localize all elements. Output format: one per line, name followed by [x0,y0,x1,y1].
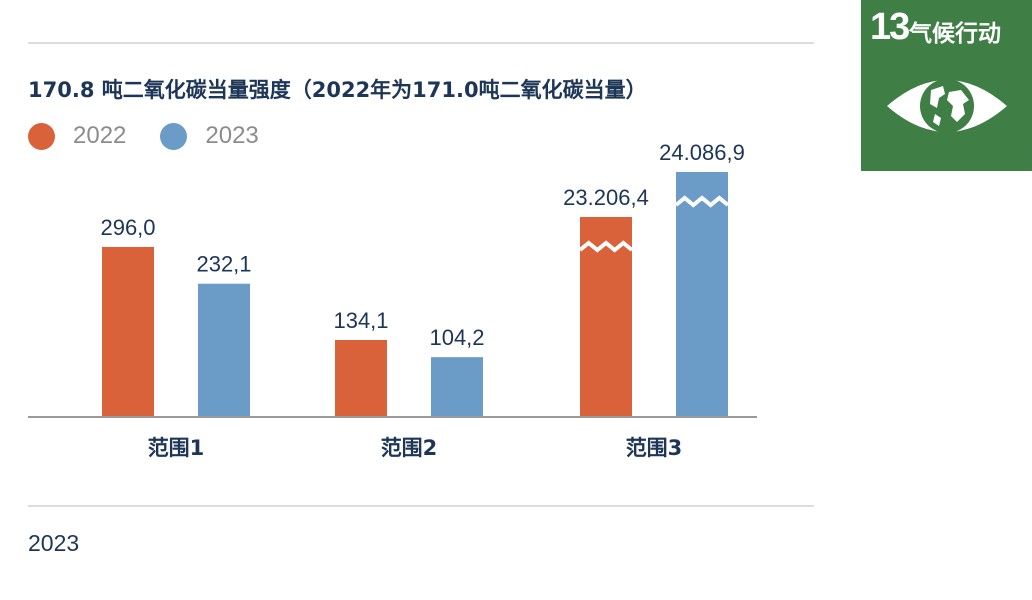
category-label-2: 范围2 [381,436,438,460]
bar-2022-2 [335,339,387,417]
category-label-3: 范围3 [626,436,683,460]
sdg-title: 气候行动 [909,21,1001,47]
legend-swatch-2023 [160,122,188,150]
data-label-2022-1: 296,0 [100,215,155,240]
legend-item-2022: 2022 [28,122,126,150]
bar-2022-1 [102,247,154,417]
bar-chart: 296,0 232,1 范围1 134,1 104,2 范围2 23.206,4 24.086… [28,140,757,460]
legend-item-2023: 2023 [160,122,259,150]
bar-2022-3 [580,217,632,417]
top-divider [28,42,814,44]
chart-legend: 2022 2023 [28,120,293,152]
axis-break-mark [674,195,730,208]
sdg-badge: 13 气候行动 [861,0,1032,171]
sdg-number: 13 [870,6,910,48]
bar-2023-2 [431,357,483,417]
data-label-2022-3: 23.206,4 [563,185,649,210]
chart-title: 170.8 吨二氧化碳当量强度（2022年为171.0吨二氧化碳当量） [28,78,647,102]
legend-label-2022: 2022 [73,122,127,149]
bar-2023-1 [198,283,250,417]
category-label-1: 范围1 [148,436,205,460]
axis-break-mark [578,240,634,253]
legend-swatch-2022 [28,122,55,150]
legend-label-2023: 2023 [205,122,259,149]
footer-year: 2023 [28,530,80,556]
data-label-2023-1: 232,1 [196,252,251,277]
eye-globe-icon [887,79,1007,133]
data-label-2022-2: 134,1 [333,308,388,333]
data-label-2023-3: 24.086,9 [659,140,745,165]
bottom-divider [28,505,814,507]
bar-2023-3 [676,172,728,417]
data-label-2023-2: 104,2 [429,325,484,350]
